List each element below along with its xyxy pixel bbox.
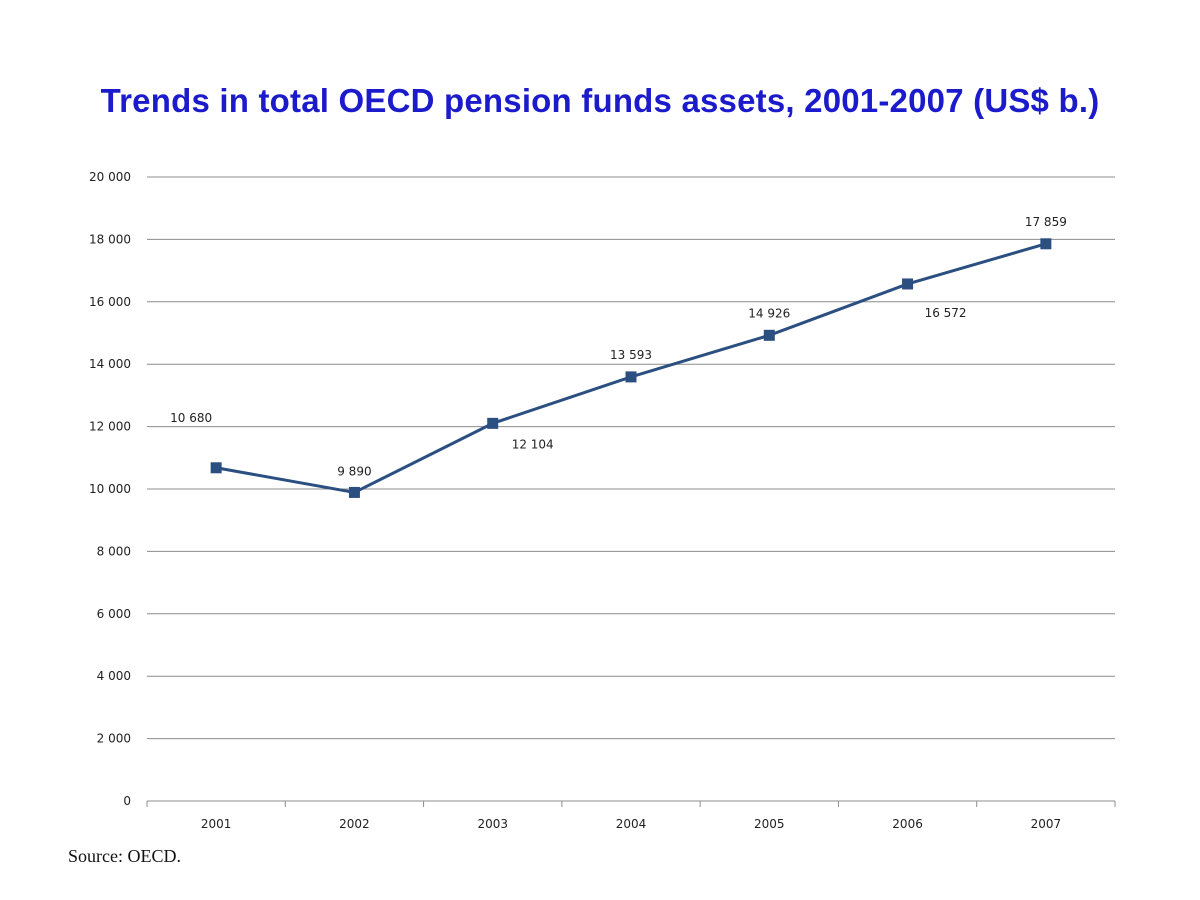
data-point-marker [210,462,222,474]
x-tick-label: 2004 [616,817,647,831]
gridlines [147,176,1115,740]
data-label: 14 926 [748,306,790,320]
y-axis-ticks: 0 2 000 4 000 6 000 8 000 10 000 12 000 14 000 1… [89,170,131,808]
x-axis: 2001 2002 2003 2004 2005 2006 2007 [146,800,1116,831]
data-point-marker [625,371,637,383]
series-line [215,242,1047,494]
y-tick-label: 8 000 [97,544,131,558]
y-tick-label: 10 000 [89,482,131,496]
data-label: 16 572 [925,306,967,320]
data-label: 9 890 [337,464,371,478]
x-tick-label: 2005 [754,817,785,831]
data-point-marker [902,278,914,290]
y-tick-label: 14 000 [89,357,131,371]
data-point-marker [487,417,499,429]
series-markers [210,238,1052,498]
x-tick-label: 2006 [892,817,923,831]
data-point-marker [763,329,775,341]
y-tick-label: 2 000 [97,732,131,746]
data-point-marker [348,486,360,498]
y-tick-label: 20 000 [89,170,131,184]
y-tick-label: 12 000 [89,420,131,434]
data-label: 10 680 [170,411,212,425]
x-tick-label: 2003 [477,817,508,831]
data-label: 17 859 [1025,215,1067,229]
data-labels: 10 680 9 890 12 104 13 593 14 926 16 572 17 85… [170,215,1067,479]
data-label: 13 593 [610,348,652,362]
y-tick-label: 18 000 [89,232,131,246]
y-tick-label: 6 000 [97,607,131,621]
data-label: 12 104 [512,437,554,451]
series-line-path [215,242,1047,494]
x-tick-label: 2002 [339,817,370,831]
y-tick-label: 0 [123,794,131,808]
y-tick-label: 16 000 [89,295,131,309]
chart-title: Trends in total OECD pension funds asset… [100,82,1100,119]
y-tick-label: 4 000 [97,669,131,683]
source-note: Source: OECD. [68,846,181,866]
x-tick-label: 2001 [201,817,232,831]
data-point-marker [1040,238,1052,250]
x-tick-label: 2007 [1031,817,1062,831]
